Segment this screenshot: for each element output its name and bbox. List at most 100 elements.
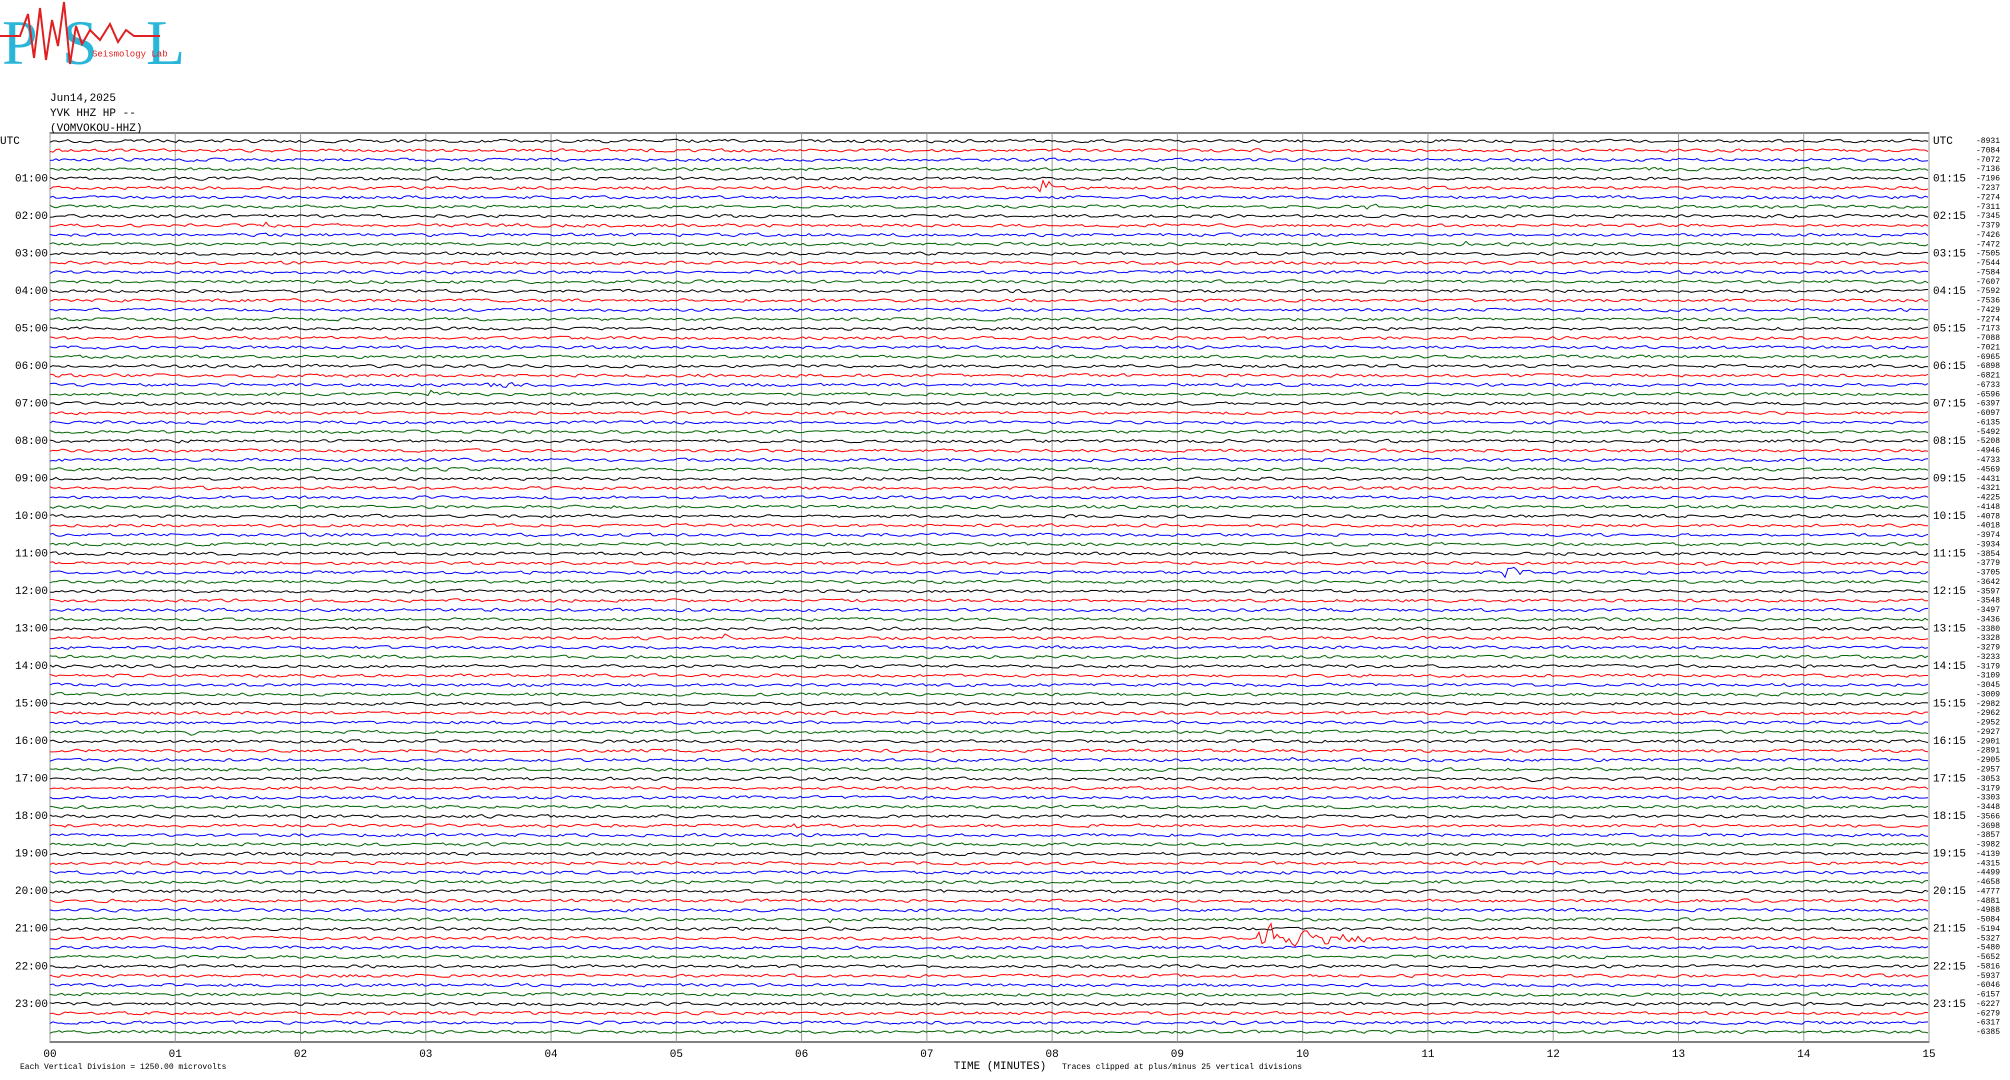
left-time-label: 18:00 [15,811,48,823]
trace-offset: -2905 [1976,756,2000,765]
trace [49,178,1929,193]
trace-offset: -3705 [1976,569,2000,578]
trace-offset: -7021 [1976,343,2000,352]
trace [49,298,1929,303]
trace [49,954,1929,960]
trace [49,823,1929,829]
trace [49,485,1929,491]
trace [49,240,1929,247]
right-time-label: 16:15 [1933,736,1966,748]
trace-offset: -5816 [1976,962,2000,971]
left-time-label: 14:00 [15,661,48,673]
trace-offset: -6385 [1976,1028,2000,1037]
trace-offset: -4881 [1976,897,2000,906]
trace-offset: -3934 [1976,540,2000,549]
left-time-label: 03:00 [15,248,48,260]
trace-offset: -7592 [1976,287,2000,296]
trace-offset: -7136 [1976,165,2000,174]
trace-offset: -3642 [1976,578,2000,587]
trace [49,682,1929,688]
x-tick-label: 15 [1922,1049,1935,1061]
trace-offset: -4148 [1976,503,2000,512]
trace [49,738,1929,744]
left-time-label: 12:00 [15,586,48,598]
station: YVK HHZ HP -- [50,108,136,120]
x-tick-label: 14 [1797,1049,1811,1061]
trace [49,438,1929,444]
trace-offset: -2962 [1976,709,2000,718]
trace [49,560,1929,566]
trace [49,692,1929,697]
left-time-label: 22:00 [15,961,48,973]
left-time-label: 21:00 [15,924,48,936]
trace-offset: -4018 [1976,522,2000,531]
x-tick-label: 02 [294,1049,307,1061]
trace-offset: -2957 [1976,765,2000,774]
trace [49,870,1929,875]
trace-offset: -7072 [1976,156,2000,165]
trace [49,232,1929,238]
trace [49,269,1929,275]
trace-offset: -4078 [1976,512,2000,521]
trace [49,138,1929,144]
x-tick-label: 12 [1547,1049,1560,1061]
trace [49,1010,1929,1016]
trace [49,804,1929,810]
trace [49,776,1929,783]
trace [49,429,1929,435]
trace-offset: -4139 [1976,850,2000,859]
trace-offset: -6046 [1976,981,2000,990]
right-time-label: 19:15 [1933,849,1966,861]
trace [49,448,1929,453]
x-tick-label: 10 [1296,1049,1309,1061]
trace [49,382,1929,388]
trace-offset: -3179 [1976,662,2000,671]
trace [49,654,1929,660]
trace-offset: -3328 [1976,634,2000,643]
trace-offset: -7584 [1976,268,2000,277]
x-tick-label: 05 [670,1049,683,1061]
trace [49,532,1929,538]
left-time-label: 07:00 [15,399,48,411]
logo-wave [0,1,160,65]
x-tick-label: 08 [1046,1049,1059,1061]
trace [49,551,1929,557]
left-time-label: UTC [0,136,20,148]
trace-offset: -3857 [1976,831,2000,840]
site: (VOMVOKOU-HHZ) [50,123,142,135]
trace [49,401,1929,407]
trace-offset: -3548 [1976,597,2000,606]
date: Jun14,2025 [50,93,116,105]
trace [49,307,1929,313]
trace-offset: -3303 [1976,794,2000,803]
trace [49,842,1929,847]
logo-text: Seismology Lab [92,49,168,59]
trace [49,176,1928,181]
left-time-label: 11:00 [15,549,48,561]
trace [49,626,1929,631]
right-time-label: 03:15 [1933,248,1966,260]
trace [49,973,1929,979]
trace-offset: -7379 [1976,222,2000,231]
trace-offset: -6965 [1976,353,2000,362]
trace-offset: -3854 [1976,550,2000,559]
plot-frame [49,132,1930,1043]
trace [49,982,1929,988]
trace-offset: -7274 [1976,193,2000,202]
trace [49,203,1929,210]
trace [49,720,1929,725]
trace-offset: -2982 [1976,700,2000,709]
trace-offset: -4315 [1976,859,2000,868]
trace [49,147,1929,153]
right-time-label: UTC [1933,136,1953,148]
trace [49,410,1929,416]
trace [49,879,1929,885]
x-tick-label: 00 [43,1049,56,1061]
right-time-label: 22:15 [1933,961,1966,973]
trace [49,373,1929,378]
logo: P S L Seismology Lab [0,0,200,78]
left-time-label: 08:00 [15,436,48,448]
trace-offset: -7084 [1976,146,2000,155]
trace [49,363,1929,369]
trace-offset: -4321 [1976,484,2000,493]
